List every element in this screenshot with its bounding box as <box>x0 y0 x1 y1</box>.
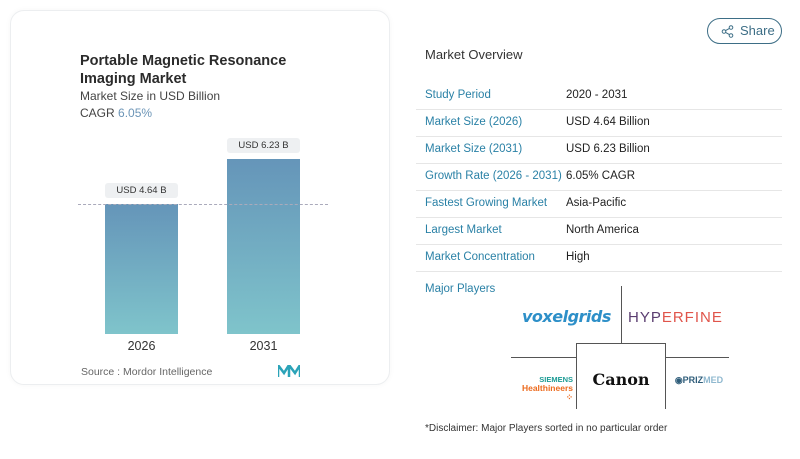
overview-row: Market Concentration High <box>416 245 782 272</box>
market-overview-title: Market Overview <box>425 47 523 62</box>
reference-line <box>78 204 328 205</box>
overview-row: Growth Rate (2026 - 2031) 6.05% CAGR <box>416 164 782 191</box>
divider <box>576 343 666 344</box>
siemens-healthineers-logo: SIEMENS Healthineers ⁘ <box>521 375 573 402</box>
overview-row-value: High <box>566 251 590 263</box>
overview-row-label[interactable]: Market Concentration <box>425 251 535 263</box>
x-tick-label: 2026 <box>127 339 156 353</box>
mordor-logo-icon <box>278 365 300 377</box>
hyperfine-logo: HYPERFINE <box>628 309 723 326</box>
overview-row-label[interactable]: Study Period <box>425 89 491 101</box>
overview-row-label[interactable]: Growth Rate (2026 - 2031) <box>425 170 562 182</box>
overview-row: Fastest Growing Market Asia-Pacific <box>416 191 782 218</box>
divider <box>511 357 577 358</box>
overview-row-label[interactable]: Market Size (2031) <box>425 143 523 155</box>
source-text: Source : Mordor Intelligence <box>81 366 213 378</box>
prizmed-logo: ◉PRIZMED <box>674 375 724 385</box>
chart-subtitle: Market Size in USD Billion <box>80 89 221 103</box>
overview-row-value: 6.05% CAGR <box>566 170 636 182</box>
x-tick-label: 2031 <box>249 339 278 353</box>
overview-row: Largest Market North America <box>416 218 782 245</box>
data-label: USD 4.64 B <box>105 183 178 198</box>
voxelgrids-logo: voxelgrids <box>522 307 611 326</box>
overview-row-label[interactable]: Largest Market <box>425 224 502 236</box>
cagr-label: CAGR <box>80 106 115 120</box>
major-players-label: Major Players <box>425 283 496 295</box>
chart-card <box>10 10 390 385</box>
chart-title: Portable Magnetic Resonance Imaging Mark… <box>80 53 287 87</box>
bar-2026 <box>105 204 178 334</box>
share-icon <box>721 25 734 38</box>
overview-row-label[interactable]: Fastest Growing Market <box>425 197 548 209</box>
divider <box>621 286 622 344</box>
bar-2031 <box>227 159 300 334</box>
overview-row-value: USD 4.64 Billion <box>566 116 650 128</box>
divider <box>576 343 577 409</box>
overview-row-value: 2020 - 2031 <box>566 89 628 101</box>
canon-logo: Canon <box>592 370 650 389</box>
cagr-value: 6.05% <box>118 106 153 120</box>
divider <box>665 357 729 358</box>
cagr: CAGR 6.05% <box>80 106 152 120</box>
overview-row-label[interactable]: Market Size (2026) <box>425 116 523 128</box>
overview-row: Study Period 2020 - 2031 <box>416 83 782 110</box>
overview-row: Market Size (2031) USD 6.23 Billion <box>416 137 782 164</box>
overview-row-value: Asia-Pacific <box>566 197 627 209</box>
overview-row-value: North America <box>566 224 639 236</box>
share-button[interactable]: Share <box>707 18 782 44</box>
share-label: Share <box>740 23 775 38</box>
divider <box>665 343 666 409</box>
overview-row: Market Size (2026) USD 4.64 Billion <box>416 110 782 137</box>
disclaimer: *Disclaimer: Major Players sorted in no … <box>425 423 668 434</box>
overview-row-value: USD 6.23 Billion <box>566 143 650 155</box>
data-label: USD 6.23 B <box>227 138 300 154</box>
